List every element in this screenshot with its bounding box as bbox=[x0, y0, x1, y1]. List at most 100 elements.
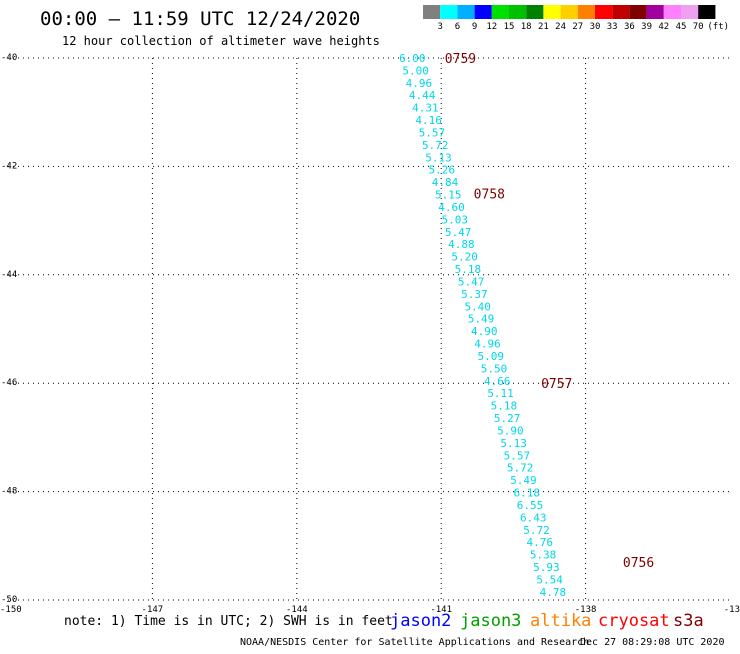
swh-value-label: 5.09 bbox=[478, 350, 505, 363]
scale-swatch bbox=[509, 5, 527, 19]
swh-value-label: 5.90 bbox=[497, 424, 524, 437]
swh-value-label: 5.50 bbox=[481, 362, 508, 375]
chart-title: 00:00 — 11:59 UTC 12/24/2020 bbox=[40, 8, 360, 30]
scale-swatch bbox=[440, 5, 458, 19]
axis-tick-labels: -40 -42 -44 -46 -48 -50-150 -147 -144 -141 -138 -1… bbox=[0, 53, 740, 615]
scale-swatch bbox=[423, 5, 441, 19]
scale-swatch bbox=[663, 5, 681, 19]
swh-value-label: 5.37 bbox=[461, 288, 488, 301]
satellite-legend-cryosat: cryosat bbox=[598, 611, 670, 631]
x-tick-label: -13 bbox=[724, 605, 740, 615]
swh-value-label: 5.38 bbox=[530, 549, 557, 562]
scale-label: 24 bbox=[555, 22, 566, 32]
swh-value-label: 5.72 bbox=[422, 139, 449, 152]
swh-value-label: 5.57 bbox=[504, 449, 531, 462]
scale-label: 45 bbox=[676, 22, 687, 32]
swh-value-label: 5.47 bbox=[458, 275, 485, 288]
x-tick-label: -150 bbox=[0, 605, 22, 615]
swh-value-label: 4.44 bbox=[409, 89, 436, 102]
scale-label: 18 bbox=[521, 22, 532, 32]
scale-label: 9 bbox=[472, 22, 477, 32]
swh-value-label: 4.90 bbox=[471, 325, 498, 338]
scale-swatch bbox=[526, 5, 544, 19]
swh-value-label: 5.13 bbox=[425, 151, 452, 164]
swh-value-label: 6.18 bbox=[513, 487, 540, 500]
y-tick-label: -48 bbox=[1, 487, 17, 497]
swh-value-label: 5.72 bbox=[507, 462, 534, 475]
swh-value-label: 5.00 bbox=[402, 64, 429, 77]
swh-value-label: 5.03 bbox=[442, 213, 469, 226]
swh-value-label: 6.43 bbox=[520, 511, 547, 524]
swh-value-label: 4.76 bbox=[527, 536, 554, 549]
scale-swatch bbox=[612, 5, 630, 19]
footer-note: note: 1) Time is in UTC; 2) SWH is in fe… bbox=[64, 614, 393, 629]
swh-value-label: 5.20 bbox=[451, 251, 478, 264]
scale-label: 30 bbox=[590, 22, 601, 32]
swh-value-label: 4.84 bbox=[432, 176, 459, 189]
time-label: 0757 bbox=[541, 377, 572, 392]
x-tick-label: -141 bbox=[430, 605, 452, 615]
swh-value-label: 4.16 bbox=[415, 114, 442, 127]
footer-timestamp: Dec 27 08:29:08 UTC 2020 bbox=[580, 637, 725, 648]
swh-value-label: 5.49 bbox=[510, 474, 537, 487]
color-scale-legend: 3 6 9 12 15 18 21 24 27 30 33 36 39 42 45 70 (ft) bbox=[423, 5, 729, 32]
scale-label: 3 bbox=[437, 22, 442, 32]
scale-swatch bbox=[577, 5, 595, 19]
x-tick-label: -138 bbox=[575, 605, 597, 615]
scale-swatch bbox=[698, 5, 716, 19]
swh-value-label: 5.93 bbox=[533, 561, 560, 574]
swh-value-label: 4.78 bbox=[540, 586, 567, 599]
swh-value-label: 5.47 bbox=[445, 226, 472, 239]
scale-label: 6 bbox=[455, 22, 460, 32]
y-tick-label: -46 bbox=[1, 378, 17, 388]
x-tick-label: -144 bbox=[286, 605, 308, 615]
scale-label: 15 bbox=[504, 22, 515, 32]
swh-value-label: 6.00 bbox=[399, 52, 426, 65]
swh-value-label: 5.18 bbox=[455, 263, 482, 276]
time-labels: 0759 0758 0757 0756 bbox=[445, 52, 654, 571]
scale-swatch bbox=[491, 5, 509, 19]
satellite-legend-jason2: jason2 bbox=[390, 611, 451, 631]
chart-subtitle: 12 hour collection of altimeter wave hei… bbox=[62, 34, 380, 48]
swh-value-label: 5.57 bbox=[419, 126, 446, 139]
swh-value-label: 5.11 bbox=[487, 387, 514, 400]
time-label: 0759 bbox=[445, 52, 476, 67]
wave-height-labels: 6.005.004.964.444.314.165.575.725.135.26… bbox=[399, 52, 566, 599]
scale-swatch bbox=[543, 5, 561, 19]
scale-label: 27 bbox=[572, 22, 583, 32]
swh-value-label: 5.15 bbox=[435, 189, 462, 202]
satellite-legend-jason3: jason3 bbox=[460, 611, 521, 631]
time-label: 0756 bbox=[623, 556, 654, 571]
y-tick-label: -44 bbox=[1, 270, 17, 280]
y-tick-label: -42 bbox=[1, 161, 17, 171]
swh-value-label: 4.66 bbox=[484, 375, 511, 388]
swh-value-label: 4.96 bbox=[474, 338, 501, 351]
swh-value-label: 5.27 bbox=[494, 412, 521, 425]
grid-lines bbox=[8, 57, 730, 601]
y-tick-label: -50 bbox=[1, 595, 17, 605]
swh-value-label: 5.72 bbox=[523, 524, 550, 537]
scale-swatch bbox=[681, 5, 699, 19]
swh-value-label: 4.31 bbox=[412, 102, 439, 115]
footer-credit: NOAA/NESDIS Center for Satellite Applica… bbox=[240, 637, 589, 648]
scale-label: 21 bbox=[538, 22, 549, 32]
scale-swatch bbox=[560, 5, 578, 19]
scale-swatch bbox=[474, 5, 492, 19]
scale-label: 12 bbox=[486, 22, 497, 32]
swh-value-label: 5.49 bbox=[468, 313, 495, 326]
scale-unit: (ft) bbox=[707, 22, 729, 32]
scale-label: 39 bbox=[641, 22, 652, 32]
scale-label: 42 bbox=[658, 22, 669, 32]
scale-swatch bbox=[629, 5, 647, 19]
scale-label: 70 bbox=[693, 22, 704, 32]
satellite-legend: jason2 jason3 altika cryosat s3a bbox=[390, 611, 704, 631]
swh-value-label: 4.88 bbox=[448, 238, 475, 251]
swh-value-label: 6.55 bbox=[517, 499, 544, 512]
scale-label: 36 bbox=[624, 22, 635, 32]
y-tick-label: -40 bbox=[1, 53, 17, 63]
swh-value-label: 4.60 bbox=[438, 201, 465, 214]
swh-value-label: 5.26 bbox=[428, 164, 455, 177]
swh-value-label: 5.54 bbox=[536, 573, 563, 586]
x-tick-label: -147 bbox=[142, 605, 164, 615]
scale-swatch bbox=[457, 5, 475, 19]
